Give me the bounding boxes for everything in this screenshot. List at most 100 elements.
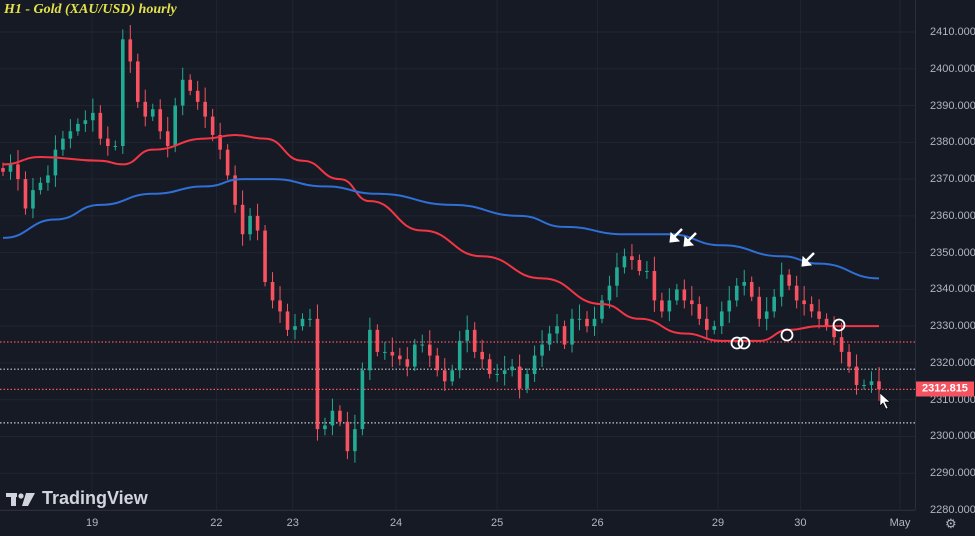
candle [592, 306, 597, 336]
candle-body [91, 112, 95, 121]
candle [31, 177, 35, 219]
candle [809, 296, 814, 318]
candle [330, 398, 335, 436]
candle-body [487, 359, 492, 374]
blue-moving-average-line[interactable] [2, 178, 880, 280]
candle [622, 248, 627, 274]
candle-body [742, 282, 747, 286]
candle-body [420, 344, 425, 346]
candle [450, 364, 455, 386]
candle-body [76, 123, 80, 132]
candle-body [338, 410, 342, 422]
candle-body [802, 300, 806, 305]
candle [128, 25, 133, 73]
candle [8, 154, 13, 180]
tradingview-logo-text: TradingView [42, 488, 148, 508]
circle-marker [780, 328, 794, 342]
candle [240, 190, 245, 246]
price-tick-label: 2400.000 [930, 62, 975, 75]
candle [570, 308, 574, 353]
candle-body [787, 274, 791, 286]
candle-body [764, 311, 769, 319]
candle [315, 304, 320, 441]
candle-body [847, 351, 851, 367]
candle-body [652, 271, 657, 301]
candle [802, 286, 806, 316]
price-chart[interactable] [0, 0, 915, 510]
candle [412, 339, 417, 372]
candle [442, 358, 447, 392]
time-tick-label: May [889, 517, 911, 529]
candle-body [120, 39, 125, 146]
candle-body [450, 370, 455, 382]
candle-body [457, 340, 462, 371]
candle [562, 320, 567, 349]
candle [218, 122, 222, 160]
candle [749, 276, 754, 302]
settings-gear-icon[interactable]: ⚙ [945, 516, 957, 531]
candle-body [270, 282, 275, 301]
candle-body [240, 204, 245, 235]
candle-body [832, 326, 836, 338]
price-tick-label: 2380.000 [930, 136, 975, 149]
candle [300, 313, 305, 331]
candle-body [53, 149, 58, 176]
candle-body [233, 175, 237, 205]
price-tick-label: 2340.000 [930, 283, 975, 296]
price-axis[interactable]: 2280.000 2290.000 2300.000 2310.000 2320.000… [915, 0, 975, 516]
candle-body [570, 318, 574, 345]
candle [772, 289, 776, 318]
candle-body [412, 344, 417, 367]
candle-body [645, 271, 649, 273]
candle [480, 339, 484, 369]
candle [547, 325, 552, 351]
candle [532, 345, 537, 382]
candle-body [675, 289, 679, 301]
candle [847, 344, 851, 373]
candle-body [150, 109, 155, 117]
candle [158, 99, 163, 140]
candle [645, 261, 649, 279]
price-tick-label: 2350.000 [930, 246, 975, 259]
candle [877, 366, 881, 401]
candle [368, 317, 372, 380]
candle-body [23, 179, 28, 209]
candle-body [719, 311, 724, 327]
candle-body [61, 138, 65, 150]
tradingview-logo[interactable]: TradingView [6, 488, 148, 509]
candle [76, 118, 80, 136]
candle [165, 116, 170, 158]
time-axis[interactable]: 19 22 23 24 25 26 29 30 May [0, 510, 915, 536]
red-moving-average-line[interactable] [2, 133, 879, 342]
candle [120, 29, 125, 154]
candle-body [555, 326, 559, 334]
arrow-icon [669, 228, 683, 243]
candle [472, 322, 477, 359]
candle-body [143, 101, 148, 117]
candle [764, 297, 769, 331]
candle-body [697, 304, 702, 319]
candle [46, 165, 50, 191]
candle-body [218, 134, 222, 150]
candle-body [794, 285, 799, 301]
candle [180, 67, 185, 116]
candle [555, 314, 559, 344]
candle-body [285, 311, 290, 330]
candle [173, 97, 178, 153]
candle-body [345, 421, 350, 452]
candle-body [390, 351, 395, 356]
candle [667, 288, 672, 322]
candle-body [615, 267, 619, 286]
candle-body [600, 300, 604, 319]
candle-body [660, 300, 664, 312]
candle [682, 279, 687, 309]
candle [405, 347, 410, 377]
candle [487, 353, 492, 379]
candle [757, 286, 762, 327]
candle-body [225, 149, 230, 176]
candle-body [854, 366, 859, 385]
chart-title: H1 - Gold (XAU/USD) hourly [4, 2, 177, 17]
candle [697, 296, 702, 325]
candle-body [46, 175, 50, 183]
candle-body [704, 318, 709, 330]
